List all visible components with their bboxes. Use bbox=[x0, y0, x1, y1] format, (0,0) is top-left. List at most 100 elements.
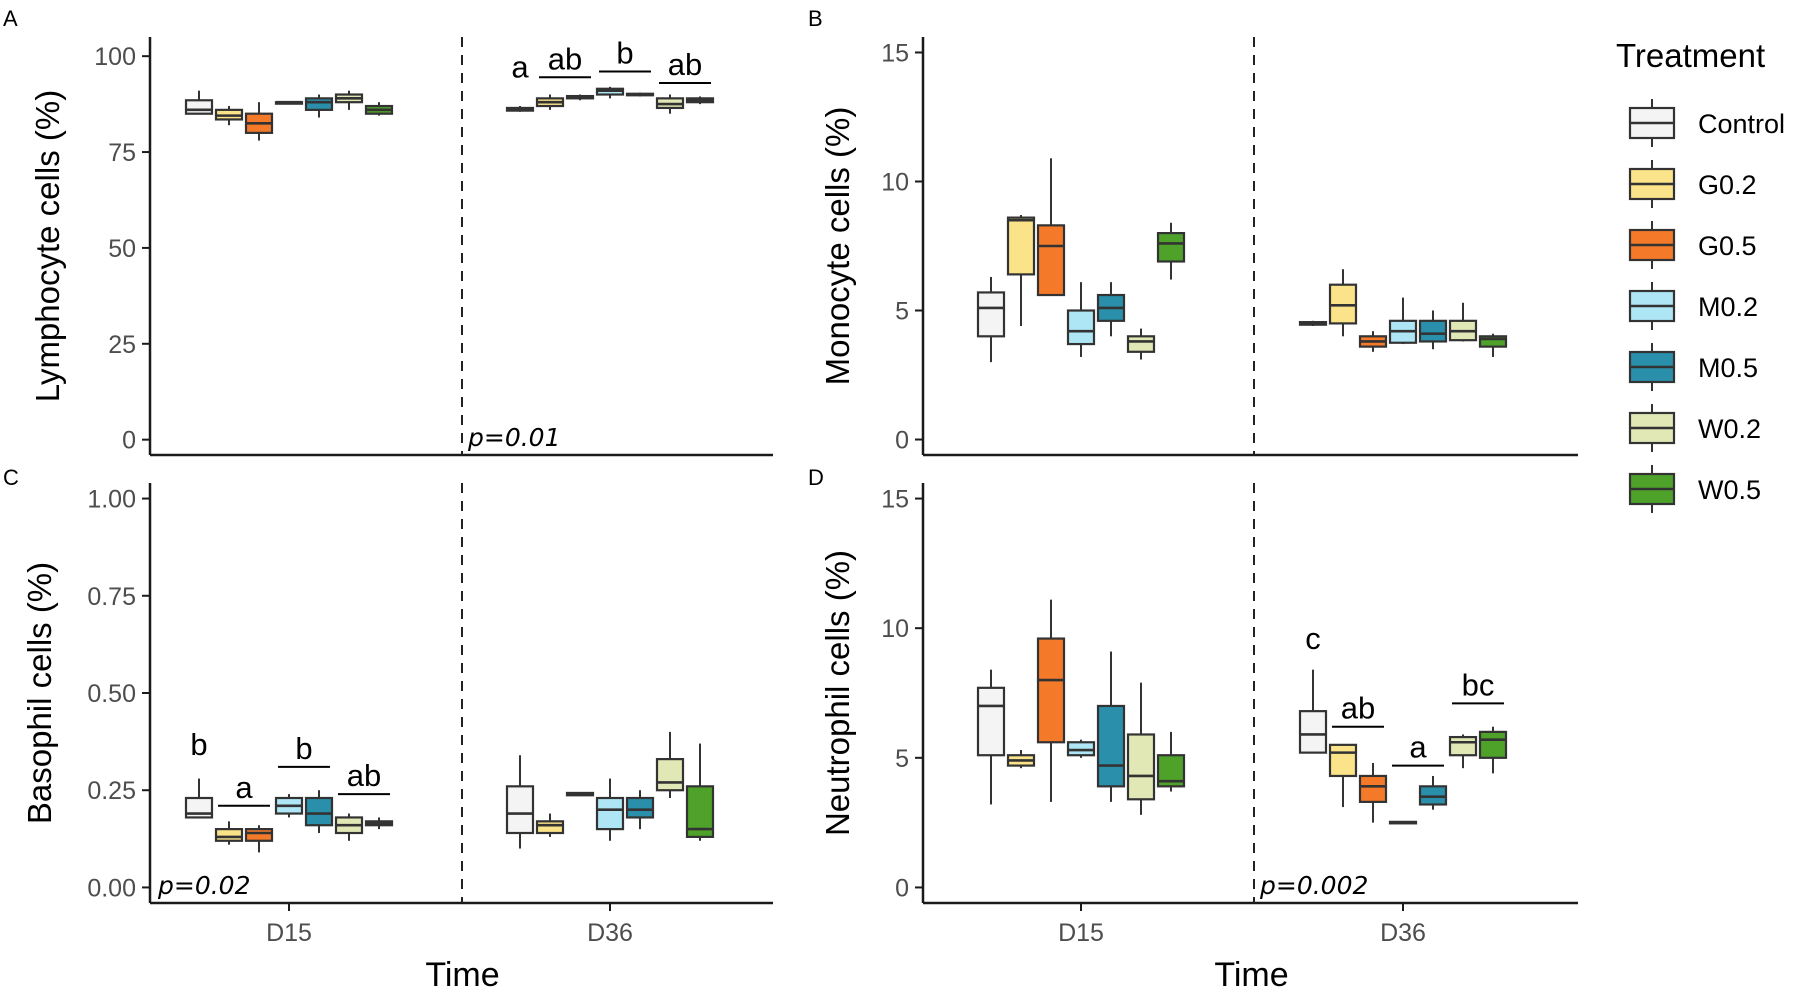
legend-item-g05: G0.5 bbox=[1628, 221, 1757, 269]
box-w05-d15 bbox=[1156, 222, 1186, 280]
legend-label: W0.2 bbox=[1698, 414, 1761, 444]
x-axis-label: Time bbox=[1214, 956, 1288, 989]
legend-item-m05: M0.5 bbox=[1628, 343, 1758, 391]
panel-letter-c: C bbox=[3, 465, 19, 490]
box-iqr bbox=[1358, 774, 1388, 803]
y-axis-label: Lymphocyte cells (%) bbox=[29, 90, 66, 402]
box-m02-d15 bbox=[1066, 282, 1096, 357]
box-control-d15 bbox=[184, 90, 214, 115]
box-iqr bbox=[1126, 335, 1156, 353]
box-m02-d15 bbox=[274, 100, 304, 105]
box-iqr bbox=[1006, 216, 1036, 276]
box-m02-d36 bbox=[1388, 297, 1418, 345]
legend-item-g02: G0.2 bbox=[1628, 160, 1757, 208]
box-w02-d36 bbox=[1448, 734, 1478, 769]
y-tick-label: 0 bbox=[895, 874, 909, 902]
legend-label: G0.2 bbox=[1698, 170, 1757, 200]
box-w02-d36 bbox=[655, 94, 685, 114]
box-iqr bbox=[1448, 735, 1478, 757]
x-tick-label: D36 bbox=[1380, 919, 1426, 947]
box-iqr bbox=[304, 97, 334, 111]
box-iqr bbox=[1126, 733, 1156, 801]
box-iqr bbox=[505, 785, 535, 835]
significance-letter: c bbox=[1305, 621, 1321, 656]
y-tick-label: 10 bbox=[881, 615, 909, 643]
box-m02-d15 bbox=[274, 794, 304, 818]
box-g05-d15 bbox=[244, 825, 274, 853]
y-tick-label: 5 bbox=[895, 745, 909, 773]
legend-label: Control bbox=[1698, 109, 1785, 139]
x-axis-label: Time bbox=[425, 956, 499, 989]
box-m02-d15 bbox=[1066, 739, 1096, 758]
y-axis-label: Basophil cells (%) bbox=[21, 562, 58, 824]
box-w02-d15 bbox=[1126, 328, 1156, 360]
legend-label: W0.5 bbox=[1698, 475, 1761, 505]
box-g05-d36 bbox=[565, 791, 595, 797]
box-iqr bbox=[1298, 710, 1328, 754]
box-w05-d36 bbox=[685, 743, 715, 841]
p-value: p=0.01 bbox=[467, 423, 560, 452]
box-w02-d36 bbox=[1448, 302, 1478, 342]
box-m02-d36 bbox=[1388, 820, 1418, 825]
box-iqr bbox=[976, 686, 1006, 757]
box-m05-d15 bbox=[304, 94, 334, 118]
box-iqr bbox=[1036, 637, 1066, 744]
legend-label: M0.5 bbox=[1698, 353, 1758, 383]
box-m05-d15 bbox=[304, 790, 334, 833]
y-tick-label: 0.50 bbox=[87, 680, 136, 708]
legend-item-m02: M0.2 bbox=[1628, 282, 1758, 330]
box-iqr bbox=[1478, 730, 1508, 759]
significance-letter: ab bbox=[347, 758, 381, 793]
box-g02-d15 bbox=[214, 821, 244, 845]
box-w02-d15 bbox=[1126, 682, 1156, 815]
p-value: p=0.002 bbox=[1259, 871, 1368, 900]
box-m05-d15 bbox=[1096, 282, 1126, 337]
box-iqr bbox=[1418, 319, 1448, 343]
significance-letter: a bbox=[1409, 730, 1427, 765]
box-control-d36 bbox=[1298, 320, 1328, 326]
legend-item-control: Control bbox=[1628, 99, 1785, 147]
y-tick-label: 0 bbox=[895, 427, 909, 455]
y-tick-label: 0 bbox=[122, 427, 136, 455]
significance-letter: bc bbox=[1462, 667, 1495, 702]
significance-letter: ab bbox=[548, 41, 582, 76]
box-control-d36 bbox=[505, 755, 535, 849]
box-iqr bbox=[1156, 231, 1186, 263]
box-g05-d15 bbox=[1036, 599, 1066, 802]
box-w05-d15 bbox=[364, 817, 394, 830]
box-g02-d36 bbox=[535, 94, 565, 110]
box-g05-d36 bbox=[1358, 763, 1388, 823]
box-control-d15 bbox=[184, 778, 214, 819]
y-tick-label: 100 bbox=[94, 43, 136, 71]
y-tick-label: 1.00 bbox=[87, 486, 136, 514]
box-iqr bbox=[304, 796, 334, 827]
legend-title: Treatment bbox=[1616, 37, 1765, 74]
box-iqr bbox=[535, 820, 565, 835]
box-iqr bbox=[214, 828, 244, 842]
panel-letter-b: B bbox=[808, 6, 823, 31]
box-control-d15 bbox=[976, 669, 1006, 805]
box-iqr bbox=[244, 828, 274, 842]
box-g02-d36 bbox=[535, 813, 565, 837]
panel-b: B 0 5 10 15 Monocyte cells (%) bbox=[808, 6, 1578, 457]
box-w02-d15 bbox=[334, 90, 364, 110]
box-w02-d36 bbox=[655, 731, 685, 798]
panel-c: C 0.00 0.25 0.50 0.75 1.00 Basophil cells (%) D… bbox=[3, 465, 773, 989]
significance-letter: a bbox=[235, 770, 253, 805]
box-iqr bbox=[1066, 309, 1096, 346]
box-iqr bbox=[595, 796, 625, 831]
box-control-d36 bbox=[505, 106, 535, 112]
significance-letter: ab bbox=[1341, 691, 1375, 726]
y-tick-label: 25 bbox=[108, 331, 136, 359]
significance-letter: b bbox=[295, 731, 312, 766]
significance-letter: b bbox=[616, 36, 633, 71]
panel-letter-d: D bbox=[808, 465, 824, 490]
box-g02-d15 bbox=[214, 106, 244, 126]
x-tick-label: D15 bbox=[266, 919, 312, 947]
y-axis-label: Neutrophil cells (%) bbox=[819, 550, 856, 836]
box-g02-d15 bbox=[1006, 750, 1036, 769]
box-control-d15 bbox=[976, 276, 1006, 363]
